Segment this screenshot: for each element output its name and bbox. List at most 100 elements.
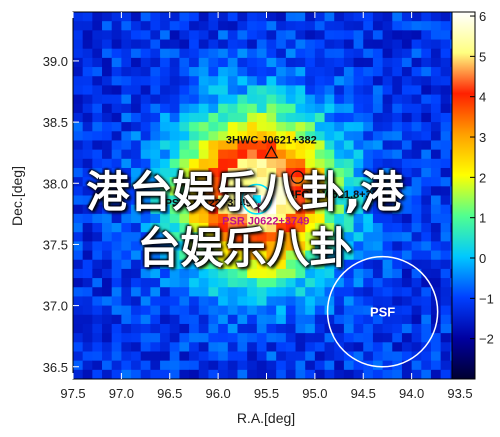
heatmap-cell xyxy=(179,278,190,288)
heatmap-cell xyxy=(92,158,103,169)
heatmap-cell xyxy=(179,112,190,123)
heatmap-cell xyxy=(382,223,393,233)
heatmap-cell xyxy=(82,213,93,224)
heatmap-cell xyxy=(411,48,422,59)
heatmap-cell xyxy=(305,39,316,50)
heatmap-cell xyxy=(392,149,403,160)
heatmap-cell xyxy=(208,12,219,22)
heatmap-cell xyxy=(82,204,93,215)
heatmap-cell xyxy=(82,76,93,87)
heatmap-cell xyxy=(343,12,355,22)
heatmap-cell xyxy=(160,76,171,87)
heatmap-cell xyxy=(169,12,181,22)
heatmap-cell xyxy=(121,131,132,142)
heatmap-cell xyxy=(131,30,142,41)
heatmap-cell xyxy=(160,103,171,114)
heatmap-cell xyxy=(102,94,113,105)
heatmap-cell xyxy=(73,131,84,142)
heatmap-cell xyxy=(247,204,258,215)
heatmap-cell xyxy=(92,21,103,31)
heatmap-cell xyxy=(440,323,451,334)
heatmap-cell xyxy=(363,323,374,334)
heatmap-cell xyxy=(179,140,190,151)
heatmap-cell xyxy=(256,12,268,22)
heatmap-cell xyxy=(208,314,219,325)
heatmap-cell xyxy=(140,131,152,142)
heatmap-cell xyxy=(343,103,355,114)
heatmap-cell xyxy=(401,140,413,151)
heatmap-cell xyxy=(324,351,335,362)
heatmap-cell xyxy=(430,204,442,215)
heatmap-cell xyxy=(160,287,171,298)
heatmap-cell xyxy=(102,204,113,215)
heatmap-cell xyxy=(82,12,93,22)
heatmap-cell xyxy=(334,296,345,307)
heatmap-cell xyxy=(353,39,364,50)
heatmap-cell xyxy=(102,167,113,178)
heatmap-cell xyxy=(92,122,103,132)
heatmap-cell xyxy=(179,287,190,298)
heatmap-cell xyxy=(314,232,326,242)
heatmap-cell xyxy=(111,39,122,50)
heatmap-cell xyxy=(276,140,287,151)
heatmap-cell xyxy=(266,186,277,197)
heatmap-cell xyxy=(73,296,84,307)
heatmap-cell xyxy=(189,268,200,279)
x-tick-label: 94.5 xyxy=(351,386,376,401)
heatmap-cell xyxy=(131,268,142,279)
heatmap-cell xyxy=(411,177,422,187)
heatmap-cell xyxy=(334,122,345,132)
heatmap-cell xyxy=(102,213,113,224)
heatmap-cell xyxy=(92,287,103,298)
heatmap-cell xyxy=(411,314,422,325)
heatmap-cell xyxy=(121,195,132,206)
heatmap-cell xyxy=(382,360,393,371)
heatmap-cell xyxy=(208,21,219,31)
heatmap-cell xyxy=(430,369,442,379)
heatmap-cell xyxy=(102,103,113,114)
heatmap-cell xyxy=(92,85,103,96)
heatmap-cell xyxy=(285,305,297,316)
heatmap-cell xyxy=(73,158,84,169)
heatmap-cell xyxy=(285,342,297,353)
heatmap-cell xyxy=(382,48,393,59)
heatmap-cell xyxy=(401,259,413,270)
heatmap-cell xyxy=(150,103,161,114)
heatmap-cell xyxy=(353,112,364,123)
heatmap-cell xyxy=(334,149,345,160)
heatmap-cell xyxy=(305,333,316,343)
heatmap-cell xyxy=(218,186,229,197)
heatmap-cell xyxy=(276,195,287,206)
heatmap-cell xyxy=(218,76,229,87)
heatmap-cell xyxy=(324,204,335,215)
heatmap-cell xyxy=(121,85,132,96)
heatmap-cell xyxy=(73,103,84,114)
heatmap-cell xyxy=(363,351,374,362)
heatmap-cell xyxy=(411,296,422,307)
heatmap-cell xyxy=(189,195,200,206)
heatmap-cell xyxy=(401,369,413,379)
heatmap-cell xyxy=(266,223,277,233)
heatmap-cell xyxy=(440,351,451,362)
heatmap-cell xyxy=(334,305,345,316)
heatmap-cell xyxy=(140,296,152,307)
heatmap-cell xyxy=(131,314,142,325)
heatmap-cell xyxy=(363,287,374,298)
heatmap-cell xyxy=(382,287,393,298)
heatmap-cell xyxy=(295,140,306,151)
heatmap-cell xyxy=(189,39,200,50)
heatmap-cell xyxy=(92,67,103,77)
heatmap-cell xyxy=(92,268,103,279)
heatmap-cell xyxy=(247,351,258,362)
heatmap-cell xyxy=(73,167,84,178)
heatmap-cell xyxy=(198,314,210,325)
heatmap-cell xyxy=(285,369,297,379)
heatmap-cell xyxy=(131,158,142,169)
heatmap-cell xyxy=(411,67,422,77)
heatmap-cell xyxy=(179,85,190,96)
heatmap-cell xyxy=(256,204,268,215)
heatmap-cell xyxy=(179,351,190,362)
heatmap-cell xyxy=(218,103,229,114)
heatmap-cell xyxy=(121,67,132,77)
heatmap-cell xyxy=(256,195,268,206)
